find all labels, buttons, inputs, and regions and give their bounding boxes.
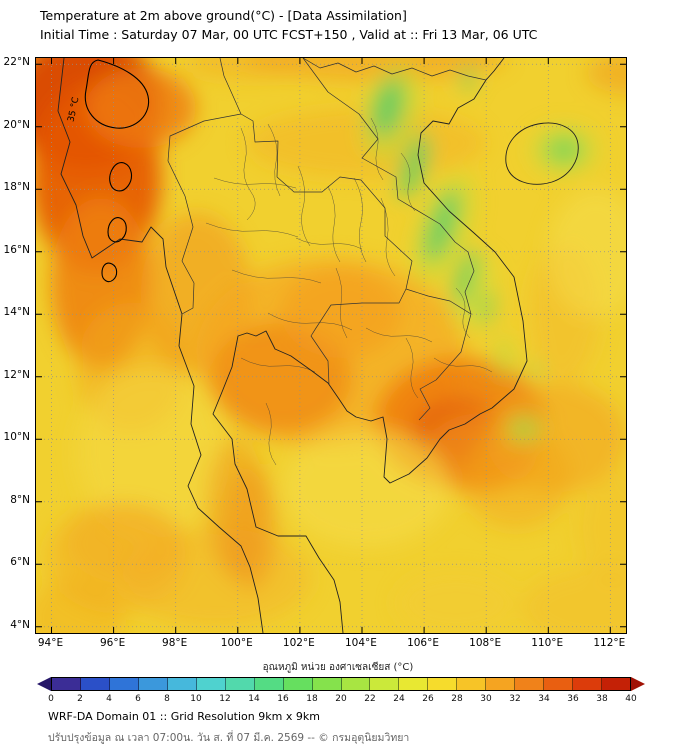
colorbar-tick-label: 36 xyxy=(567,694,579,704)
x-tick-label: 104°E xyxy=(344,637,377,649)
x-tick-label: 94°E xyxy=(37,637,64,649)
colorbar-cell xyxy=(428,678,458,690)
colorbar-tick-label: 24 xyxy=(393,694,405,704)
colorbar-cell xyxy=(515,678,545,690)
x-axis: 94°E 96°E 98°E 100°E 102°E 104°E 106°E 108°E 110… xyxy=(35,637,627,651)
colorbar-cell xyxy=(167,678,197,690)
colorbar-ticks: 0 2 4 6 8 10 12 14 16 18 20 22 24 26 28 30 32 34 36 38 40 xyxy=(48,694,637,706)
colorbar-cell xyxy=(225,678,255,690)
colorbar-cell xyxy=(312,678,342,690)
y-tick-label: 8°N xyxy=(10,493,30,506)
x-tick-label: 98°E xyxy=(162,637,188,649)
colorbar-tick-label: 28 xyxy=(451,694,463,704)
colorbar-tick-label: 14 xyxy=(248,694,260,704)
colorbar-cell xyxy=(486,678,516,690)
y-tick-label: 22°N xyxy=(3,56,30,69)
y-axis: 22°N 20°N 18°N 16°N 14°N 12°N 10°N 8°N 6°N 4°N xyxy=(0,56,33,632)
country-borders xyxy=(167,58,487,421)
colorbar-tick-label: 6 xyxy=(135,694,141,704)
x-tick-label: 102°E xyxy=(282,637,315,649)
footer-update-info: ปรับปรุงข้อมูล ณ เวลา 07:00น. วัน ส. ที่… xyxy=(48,732,410,744)
coastlines xyxy=(57,58,579,633)
province-boundaries xyxy=(205,117,493,466)
temperature-contours-35c xyxy=(84,59,150,283)
coastline-west xyxy=(57,58,264,633)
x-tick-label: 112°E xyxy=(593,637,626,649)
colorbar-tick-label: 34 xyxy=(538,694,550,704)
colorbar-cell xyxy=(370,678,400,690)
colorbar-tick-label: 0 xyxy=(48,694,54,704)
colorbar-tick-label: 38 xyxy=(596,694,608,704)
x-tick-label: 96°E xyxy=(99,637,126,649)
temperature-field xyxy=(36,58,626,633)
colorbar-tick-label: 8 xyxy=(164,694,170,704)
colorbar-right-arrow xyxy=(631,677,645,691)
y-tick-label: 10°N xyxy=(3,431,30,444)
colorbar-cell xyxy=(109,678,139,690)
y-tick-label: 16°N xyxy=(3,243,30,256)
x-tick-label: 110°E xyxy=(531,637,564,649)
colorbar-left-arrow xyxy=(37,677,51,691)
colorbar-tick-label: 10 xyxy=(190,694,202,704)
colorbar-cell xyxy=(283,678,313,690)
y-tick-label: 18°N xyxy=(3,181,30,194)
x-tick-label: 100°E xyxy=(220,637,253,649)
map-plot: 35 °C xyxy=(35,57,627,634)
title-block: Temperature at 2m above ground(°C) - [Da… xyxy=(40,6,537,45)
colorbar-tick-label: 16 xyxy=(277,694,289,704)
colorbar-label: อุณหภูมิ หน่วย องศาเซลเซียส (°C) xyxy=(262,662,414,673)
y-tick-label: 4°N xyxy=(10,618,30,631)
temperature-map: 35 °C xyxy=(36,58,626,633)
colorbar-tick-label: 20 xyxy=(335,694,347,704)
colorbar-cell xyxy=(573,678,603,690)
y-tick-label: 14°N xyxy=(3,306,30,319)
colorbar-tick-label: 30 xyxy=(480,694,492,704)
colorbar-cells xyxy=(51,677,631,691)
colorbar-cell xyxy=(341,678,371,690)
map-subtitle: Initial Time : Saturday 07 Mar, 00 UTC F… xyxy=(40,27,538,43)
colorbar-cell xyxy=(138,678,168,690)
colorbar-cell xyxy=(602,678,631,690)
colorbar-tick-label: 18 xyxy=(306,694,318,704)
colorbar-cell xyxy=(52,678,81,690)
colorbar-cell xyxy=(196,678,226,690)
colorbar xyxy=(37,677,645,691)
colorbar-cell xyxy=(544,678,574,690)
colorbar-tick-label: 26 xyxy=(422,694,434,704)
colorbar-tick-label: 32 xyxy=(509,694,521,704)
footer-domain-info: WRF-DA Domain 01 :: Grid Resolution 9km … xyxy=(48,710,320,723)
y-tick-label: 20°N xyxy=(3,118,30,131)
x-tick-label: 108°E xyxy=(469,637,502,649)
x-tick-label: 106°E xyxy=(407,637,439,649)
colorbar-cell xyxy=(80,678,110,690)
colorbar-cell xyxy=(399,678,429,690)
axis-tick-marks xyxy=(36,58,626,633)
colorbar-tick-label: 2 xyxy=(77,694,83,704)
hainan-island xyxy=(505,122,579,185)
y-tick-label: 12°N xyxy=(3,368,30,381)
colorbar-cell xyxy=(457,678,487,690)
colorbar-tick-label: 40 xyxy=(625,694,637,704)
colorbar-tick-label: 12 xyxy=(219,694,231,704)
colorbar-tick-label: 4 xyxy=(106,694,112,704)
coastline-east xyxy=(212,58,528,633)
y-tick-label: 6°N xyxy=(10,556,30,569)
map-title: Temperature at 2m above ground(°C) - [Da… xyxy=(40,8,407,23)
colorbar-tick-label: 22 xyxy=(364,694,376,704)
colorbar-cell xyxy=(254,678,284,690)
